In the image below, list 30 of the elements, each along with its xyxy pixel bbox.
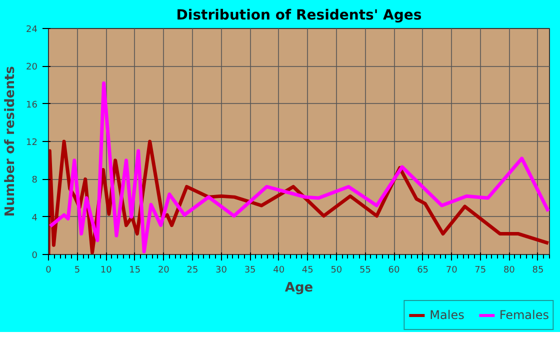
x-tick-label: 45 <box>302 266 314 276</box>
x-tick-label: 35 <box>244 266 256 276</box>
legend-label: Females <box>499 308 549 322</box>
chart-title: Distribution of Residents' Ages <box>176 8 422 24</box>
x-tick-label: 75 <box>474 266 486 276</box>
x-tick-label: 80 <box>503 266 516 276</box>
y-tick-label: 8 <box>32 176 38 186</box>
x-tick-label: 85 <box>532 266 544 276</box>
x-tick-label: 50 <box>330 266 342 276</box>
y-tick-label: 12 <box>26 138 38 148</box>
y-tick-label: 20 <box>26 62 38 73</box>
y-axis-title: Number of residents <box>3 66 18 217</box>
x-tick-label: 55 <box>360 266 371 276</box>
x-axis-title: Age <box>284 280 314 296</box>
x-tick-label: 65 <box>417 266 429 276</box>
x-tick-label: 5 <box>74 266 80 276</box>
x-tick-label: 25 <box>186 266 198 276</box>
x-tick-label: 10 <box>100 266 112 276</box>
y-tick-label: 0 <box>32 251 38 261</box>
y-tick-label: 24 <box>26 25 38 35</box>
y-tick-label: 16 <box>26 100 38 110</box>
legend-label: Males <box>430 308 464 322</box>
x-tick-label: 20 <box>158 266 170 276</box>
x-tick-label: 15 <box>129 266 141 276</box>
y-tick-label: 4 <box>32 213 38 224</box>
x-tick-label: 70 <box>446 266 458 276</box>
x-tick-label: 40 <box>273 266 285 276</box>
x-tick-label: 0 <box>46 266 52 276</box>
x-tick-label: 60 <box>388 266 400 276</box>
x-tick-label: 30 <box>216 266 228 276</box>
